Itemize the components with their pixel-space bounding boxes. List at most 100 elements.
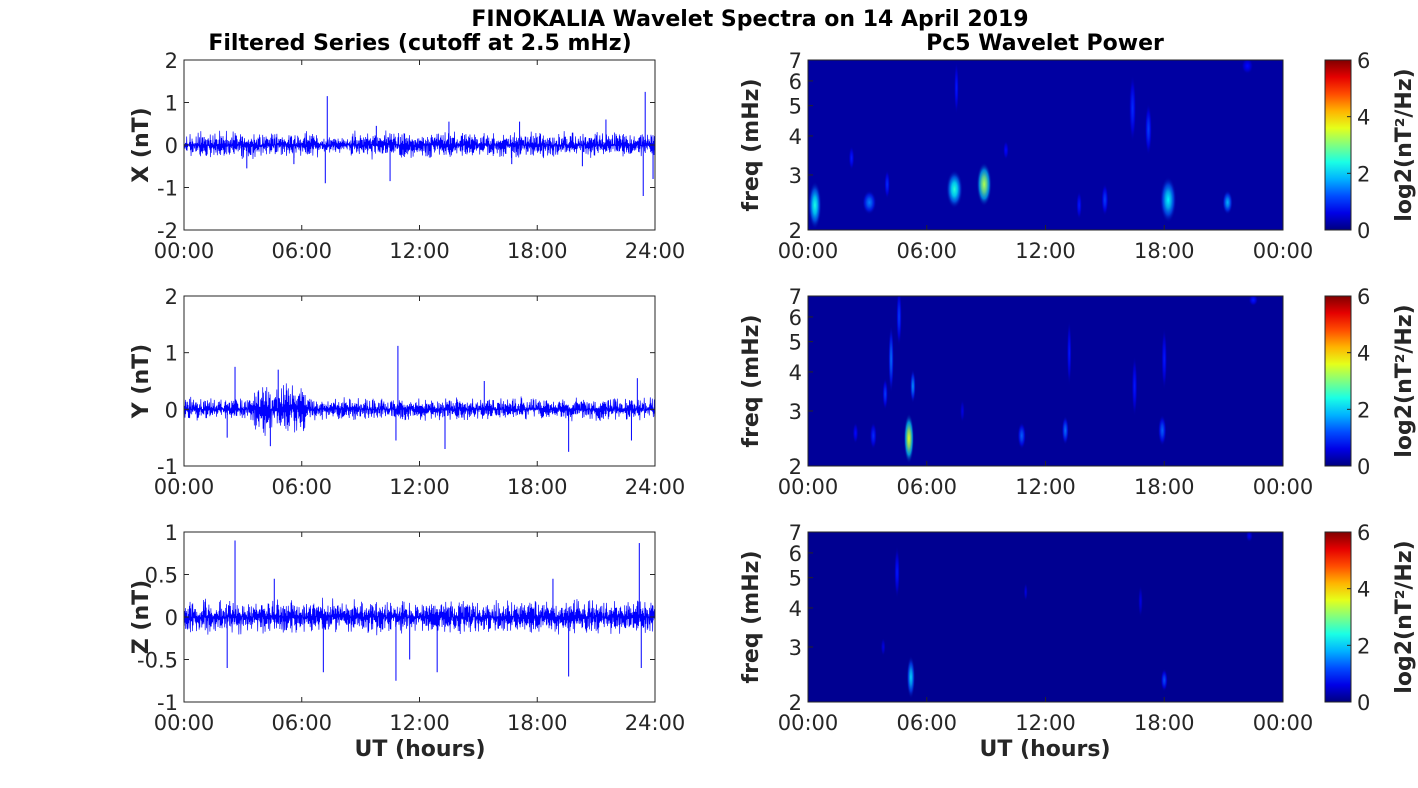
heatmap-blob-x-5: [954, 61, 959, 115]
heatmap-blobs-z: [880, 532, 1253, 699]
x-tick-label: 06:00: [271, 475, 332, 499]
heatmap-blob-x-10: [1129, 74, 1137, 143]
heatmap-blob-x-8: [1076, 191, 1082, 220]
freq-tick-label: 3: [789, 400, 802, 424]
x-tick-label: 00:00: [154, 711, 215, 735]
y-axis-label: X (nT): [129, 107, 154, 182]
x-tick-label: 18:00: [1134, 475, 1195, 499]
y-tick-label: 2: [165, 49, 178, 73]
y-tick-label: 0: [165, 398, 178, 422]
x-tick-label: 18:00: [507, 475, 568, 499]
x-tick-label: 00:00: [154, 239, 215, 263]
heatmap-blob-x-11: [1144, 103, 1152, 156]
freq-tick-label: 6: [789, 306, 802, 330]
heatmap-blob-y-4: [896, 296, 902, 347]
x-tick-label: 12:00: [1015, 475, 1076, 499]
x-tick-label: 06:00: [271, 711, 332, 735]
heatmap-blob-y-1: [869, 422, 877, 450]
heatmap-blob-x-9: [1101, 183, 1109, 217]
heatmap-blob-y-3: [888, 324, 894, 394]
x-tick-label: 24:00: [625, 239, 686, 263]
freq-tick-label: 6: [789, 542, 802, 566]
x-tick-label: 12:00: [1015, 711, 1076, 735]
heatmap-blob-x-0: [808, 181, 822, 230]
y-tick-label: 1: [165, 92, 178, 116]
freq-axis-label: freq (mHz): [739, 79, 764, 212]
heatmap-blob-x-4: [946, 170, 963, 209]
heatmap-background-y: [808, 296, 1283, 466]
freq-tick-label: 6: [789, 70, 802, 94]
y-tick-label: 1: [165, 342, 178, 366]
x-tick-label: 00:00: [1253, 239, 1314, 263]
x-tick-label: 00:00: [1253, 475, 1314, 499]
freq-tick-label: 3: [789, 164, 802, 188]
freq-tick-label: 7: [789, 521, 802, 545]
heatmap-blob-x-1: [848, 145, 855, 170]
colorbar-label: log2(nT²/Hz): [1392, 68, 1417, 221]
freq-tick-label: 4: [789, 361, 802, 385]
x-tick-label: 24:00: [625, 475, 686, 499]
colorbar-x: [1324, 59, 1352, 231]
colorbar-tick-label: 4: [1357, 342, 1370, 366]
y-tick-label: -1: [157, 455, 178, 479]
colorbar-tick-label: 6: [1357, 285, 1370, 309]
x-tick-label: 18:00: [507, 711, 568, 735]
x-tick-label: 12:00: [389, 475, 450, 499]
colorbar-tick-label: 0: [1357, 691, 1370, 715]
heatmap-blob-x-14: [1241, 60, 1254, 75]
left-xlabel: UT (hours): [354, 737, 485, 762]
heatmap-blob-z-0: [880, 637, 886, 657]
heatmap-blob-y-12: [1157, 414, 1167, 447]
heatmap-blob-y-8: [1017, 422, 1027, 450]
heatmap-blob-y-10: [1066, 319, 1072, 387]
freq-tick-label: 3: [789, 636, 802, 660]
y-tick-label: 2: [165, 285, 178, 309]
y-tick-label: -1: [157, 691, 178, 715]
x-tick-label: 00:00: [154, 475, 215, 499]
colorbar-tick-label: 2: [1357, 398, 1370, 422]
y-tick-label: 0: [165, 134, 178, 158]
heatmap-blob-y-0: [852, 422, 859, 444]
freq-tick-label: 5: [789, 95, 802, 119]
heatmap-blob-y-14: [1248, 296, 1259, 306]
heatmap-blob-y-6: [910, 369, 916, 404]
heatmap-blob-y-5: [903, 413, 915, 464]
colorbar-tick-label: 0: [1357, 219, 1370, 243]
colorbar-tick-label: 0: [1357, 455, 1370, 479]
heatmap-blob-y-9: [1061, 415, 1069, 446]
colorbar-tick-label: 4: [1357, 106, 1370, 130]
y-tick-label: -1: [157, 177, 178, 201]
colorbar-tick-label: 4: [1357, 578, 1370, 602]
y-axis-label: Z (nT): [129, 580, 154, 654]
left-column-title: Filtered Series (cutoff at 2.5 mHz): [208, 31, 631, 56]
heatmap-blob-x-13: [1222, 190, 1233, 215]
heatmap-blob-y-11: [1131, 355, 1138, 417]
x-tick-label: 18:00: [507, 239, 568, 263]
freq-tick-label: 2: [789, 219, 802, 243]
x-tick-label: 06:00: [896, 475, 957, 499]
heatmap-blob-x-3: [884, 169, 891, 199]
x-tick-label: 00:00: [778, 239, 839, 263]
heatmap-blob-x-12: [1159, 176, 1177, 223]
series-line-z: [183, 597, 656, 636]
freq-tick-label: 2: [789, 455, 802, 479]
heatmap-blobs-x: [808, 60, 1254, 230]
heatmap-blob-z-5: [1160, 668, 1168, 692]
heatmap-blob-y-13: [1161, 327, 1168, 391]
right-column-title: Pc5 Wavelet Power: [926, 31, 1164, 56]
heatmap-blobs-y: [852, 296, 1259, 464]
x-tick-label: 06:00: [896, 711, 957, 735]
heatmap-background-z: [808, 532, 1283, 702]
freq-tick-label: 4: [789, 597, 802, 621]
colorbar-tick-label: 2: [1357, 162, 1370, 186]
x-tick-label: 00:00: [778, 711, 839, 735]
y-tick-label: 1: [165, 521, 178, 545]
colorbar-label: log2(nT²/Hz): [1392, 304, 1417, 457]
heatmap-blob-x-2: [862, 190, 877, 215]
heatmap-blob-x-7: [1003, 140, 1009, 160]
freq-tick-label: 5: [789, 567, 802, 591]
x-tick-label: 12:00: [389, 239, 450, 263]
colorbar-tick-label: 6: [1357, 49, 1370, 73]
heatmap-background-x: [808, 60, 1283, 230]
colorbar-label: log2(nT²/Hz): [1392, 540, 1417, 693]
